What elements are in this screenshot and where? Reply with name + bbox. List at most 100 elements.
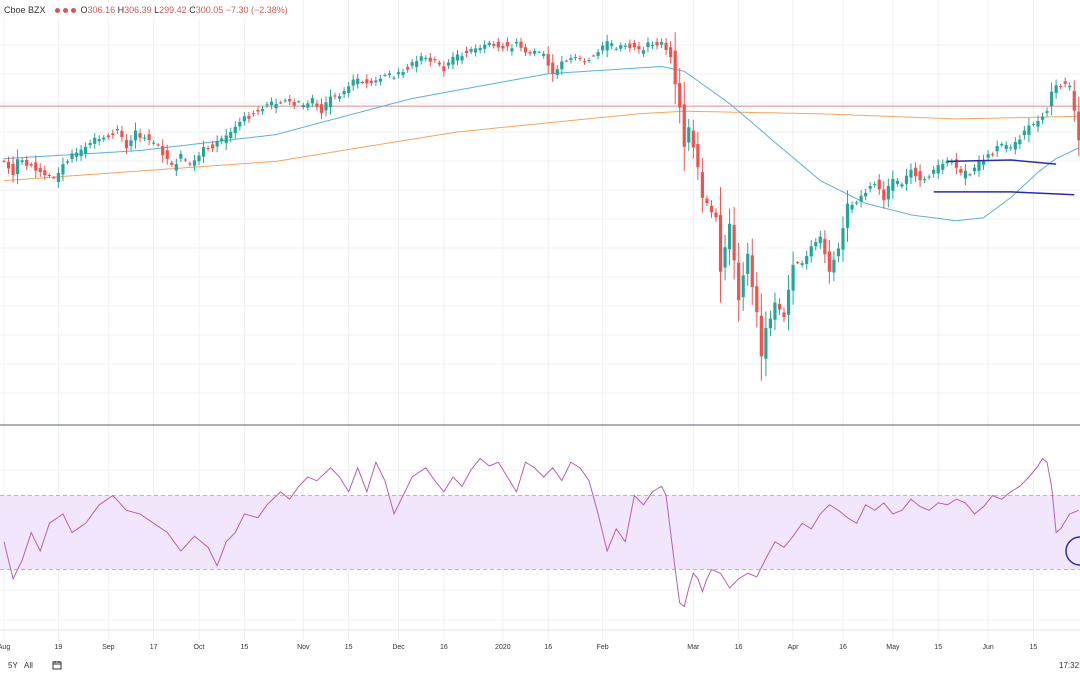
range-all-button[interactable]: All bbox=[24, 661, 33, 670]
candle[interactable] bbox=[1063, 77, 1067, 88]
candle[interactable] bbox=[61, 157, 65, 182]
candle[interactable] bbox=[682, 81, 686, 172]
candles[interactable] bbox=[2, 32, 1080, 381]
candle[interactable] bbox=[428, 53, 432, 67]
candle[interactable] bbox=[750, 238, 754, 305]
candle[interactable] bbox=[406, 63, 410, 73]
candle[interactable] bbox=[678, 68, 682, 124]
channel-lower-line[interactable] bbox=[933, 191, 1075, 196]
candle[interactable] bbox=[714, 208, 718, 222]
candle[interactable] bbox=[464, 46, 469, 58]
candle[interactable] bbox=[923, 176, 927, 184]
candle[interactable] bbox=[691, 119, 695, 159]
candle[interactable] bbox=[43, 165, 47, 180]
candle[interactable] bbox=[868, 182, 872, 193]
candle[interactable] bbox=[891, 170, 895, 200]
candle[interactable] bbox=[1036, 115, 1040, 133]
candle[interactable] bbox=[800, 260, 804, 268]
candle[interactable] bbox=[260, 105, 265, 115]
candle[interactable] bbox=[659, 38, 664, 49]
candle[interactable] bbox=[6, 156, 11, 174]
candle[interactable] bbox=[265, 101, 269, 109]
candle[interactable] bbox=[542, 51, 546, 59]
candle[interactable] bbox=[918, 164, 922, 188]
candle[interactable] bbox=[628, 39, 632, 53]
candle[interactable] bbox=[650, 41, 655, 50]
candle[interactable] bbox=[360, 80, 364, 85]
candle[interactable] bbox=[1068, 82, 1072, 91]
candle[interactable] bbox=[596, 48, 600, 60]
candle[interactable] bbox=[356, 74, 360, 89]
candle[interactable] bbox=[877, 174, 881, 195]
candle[interactable] bbox=[818, 230, 822, 250]
candle[interactable] bbox=[1000, 142, 1004, 148]
candle[interactable] bbox=[773, 292, 777, 331]
candle[interactable] bbox=[1072, 80, 1076, 122]
candle[interactable] bbox=[637, 41, 641, 54]
candle[interactable] bbox=[1022, 125, 1026, 140]
candle[interactable] bbox=[854, 200, 859, 206]
candle[interactable] bbox=[446, 59, 451, 69]
candle[interactable] bbox=[623, 43, 627, 50]
candle[interactable] bbox=[981, 154, 986, 170]
candle[interactable] bbox=[1059, 83, 1063, 90]
candle[interactable] bbox=[664, 37, 668, 56]
candle[interactable] bbox=[328, 89, 333, 115]
candle[interactable] bbox=[1077, 96, 1080, 156]
candle[interactable] bbox=[483, 40, 487, 54]
candle[interactable] bbox=[1040, 112, 1045, 124]
candle[interactable] bbox=[728, 208, 732, 266]
candle[interactable] bbox=[34, 155, 38, 178]
candle[interactable] bbox=[913, 162, 918, 182]
candle[interactable] bbox=[324, 96, 328, 117]
candle[interactable] bbox=[224, 128, 228, 151]
candle[interactable] bbox=[474, 44, 478, 57]
candle[interactable] bbox=[582, 58, 587, 65]
candle[interactable] bbox=[850, 201, 854, 214]
candle[interactable] bbox=[29, 162, 33, 168]
candle[interactable] bbox=[47, 173, 51, 178]
candle[interactable] bbox=[183, 157, 187, 162]
candle[interactable] bbox=[573, 54, 578, 61]
candle[interactable] bbox=[97, 135, 101, 146]
candle[interactable] bbox=[120, 125, 124, 143]
candle[interactable] bbox=[369, 78, 373, 86]
candle[interactable] bbox=[2, 159, 6, 163]
candle[interactable] bbox=[401, 68, 405, 78]
candle[interactable] bbox=[904, 168, 909, 191]
candle[interactable] bbox=[832, 251, 836, 282]
candle[interactable] bbox=[864, 188, 868, 201]
candle[interactable] bbox=[129, 135, 133, 152]
candle[interactable] bbox=[995, 140, 999, 157]
candle[interactable] bbox=[310, 94, 314, 108]
candle[interactable] bbox=[16, 149, 20, 185]
candle[interactable] bbox=[102, 135, 106, 142]
candle[interactable] bbox=[165, 144, 169, 165]
candle[interactable] bbox=[519, 37, 523, 52]
candle[interactable] bbox=[809, 240, 813, 263]
candle[interactable] bbox=[560, 56, 564, 75]
candle[interactable] bbox=[936, 159, 940, 180]
candle[interactable] bbox=[147, 129, 151, 146]
candle[interactable] bbox=[487, 40, 491, 48]
candle[interactable] bbox=[387, 70, 392, 78]
drawing-circle[interactable] bbox=[1065, 536, 1080, 566]
candle[interactable] bbox=[11, 156, 15, 183]
candle[interactable] bbox=[38, 163, 42, 177]
candle[interactable] bbox=[814, 238, 818, 251]
candle[interactable] bbox=[292, 98, 296, 110]
candle[interactable] bbox=[315, 99, 319, 111]
candle[interactable] bbox=[1004, 141, 1008, 153]
candle[interactable] bbox=[755, 271, 759, 328]
candle[interactable] bbox=[1013, 137, 1017, 155]
candle[interactable] bbox=[687, 118, 691, 152]
channel-upper-line[interactable] bbox=[947, 159, 1057, 165]
candle[interactable] bbox=[1009, 144, 1013, 151]
candle[interactable] bbox=[52, 175, 56, 180]
candle[interactable] bbox=[900, 182, 904, 189]
candle[interactable] bbox=[619, 42, 623, 52]
candle[interactable] bbox=[841, 216, 845, 262]
candle[interactable] bbox=[156, 143, 160, 147]
candle[interactable] bbox=[215, 135, 219, 153]
candle[interactable] bbox=[718, 187, 723, 303]
